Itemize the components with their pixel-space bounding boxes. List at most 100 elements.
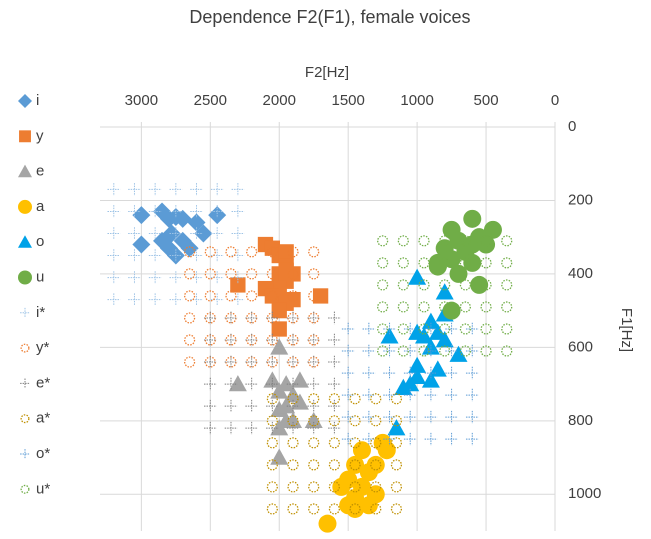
point (439, 279, 451, 291)
point (245, 311, 258, 325)
point (153, 231, 172, 250)
point (370, 459, 382, 471)
point (184, 268, 196, 280)
point (184, 312, 196, 324)
point (231, 205, 245, 218)
point (231, 271, 245, 284)
point (383, 410, 396, 424)
point (465, 366, 479, 380)
point (390, 437, 403, 449)
point (107, 293, 121, 306)
point (459, 345, 471, 357)
point (271, 321, 287, 337)
point (224, 311, 238, 325)
point (383, 388, 396, 402)
point (210, 183, 224, 196)
point (480, 257, 492, 269)
point (424, 366, 438, 380)
point (190, 227, 203, 240)
point (184, 246, 196, 258)
point (190, 205, 203, 218)
point (359, 496, 378, 515)
point (449, 345, 468, 362)
point (224, 377, 238, 391)
point (169, 227, 183, 240)
point (346, 499, 365, 518)
point (359, 463, 378, 482)
point (266, 311, 279, 325)
point (463, 253, 482, 272)
point (231, 183, 245, 196)
point (328, 355, 341, 369)
point (210, 271, 224, 284)
point (210, 293, 224, 306)
point (383, 322, 396, 336)
point (180, 239, 199, 258)
legend-label: u (36, 268, 44, 285)
point (328, 377, 341, 391)
point (449, 264, 468, 283)
point (308, 503, 320, 515)
point (459, 323, 471, 335)
point (204, 399, 217, 413)
point (266, 503, 278, 515)
legend-label: e (36, 163, 44, 180)
point (362, 432, 376, 446)
point (445, 432, 458, 446)
point (169, 249, 183, 262)
point (128, 227, 141, 240)
point (377, 257, 389, 269)
point (349, 481, 361, 493)
legend-label: u* (36, 480, 50, 497)
y-tick-label: 1000 (568, 485, 601, 502)
point (459, 257, 471, 269)
point (397, 279, 409, 291)
point (459, 301, 471, 313)
point (418, 279, 430, 291)
point (266, 268, 278, 280)
point (480, 323, 492, 335)
legend-label: i* (36, 304, 45, 321)
point (445, 410, 458, 424)
y-tick-label: 0 (568, 118, 576, 135)
point (245, 377, 258, 391)
point (403, 432, 417, 446)
point (308, 437, 320, 449)
point (266, 290, 278, 302)
point (332, 477, 351, 496)
y-tick-label: 600 (568, 338, 593, 355)
y-tick-label: 400 (568, 265, 593, 282)
point (408, 323, 427, 340)
point (459, 279, 471, 291)
point (480, 279, 492, 291)
point (266, 377, 279, 391)
point (477, 235, 496, 254)
point (445, 344, 458, 358)
point (435, 283, 454, 300)
point (148, 183, 162, 196)
point (287, 246, 299, 258)
point (286, 377, 300, 391)
point (204, 421, 217, 435)
point (390, 415, 403, 427)
point (190, 271, 203, 284)
point (169, 271, 183, 284)
point (352, 441, 371, 460)
point (225, 290, 237, 302)
point (341, 388, 355, 402)
chart-title: Dependence F2(F1), female voices (189, 7, 470, 27)
point (390, 393, 403, 405)
point (397, 323, 409, 335)
point (266, 459, 278, 471)
point (383, 344, 396, 358)
point (349, 393, 361, 405)
point (328, 481, 340, 493)
point (408, 268, 427, 285)
point (341, 410, 355, 424)
point (377, 441, 396, 460)
legend-marker (18, 199, 32, 214)
point (286, 399, 300, 413)
point (287, 415, 299, 427)
x-tick-label: 1000 (400, 92, 433, 109)
point (277, 375, 296, 392)
